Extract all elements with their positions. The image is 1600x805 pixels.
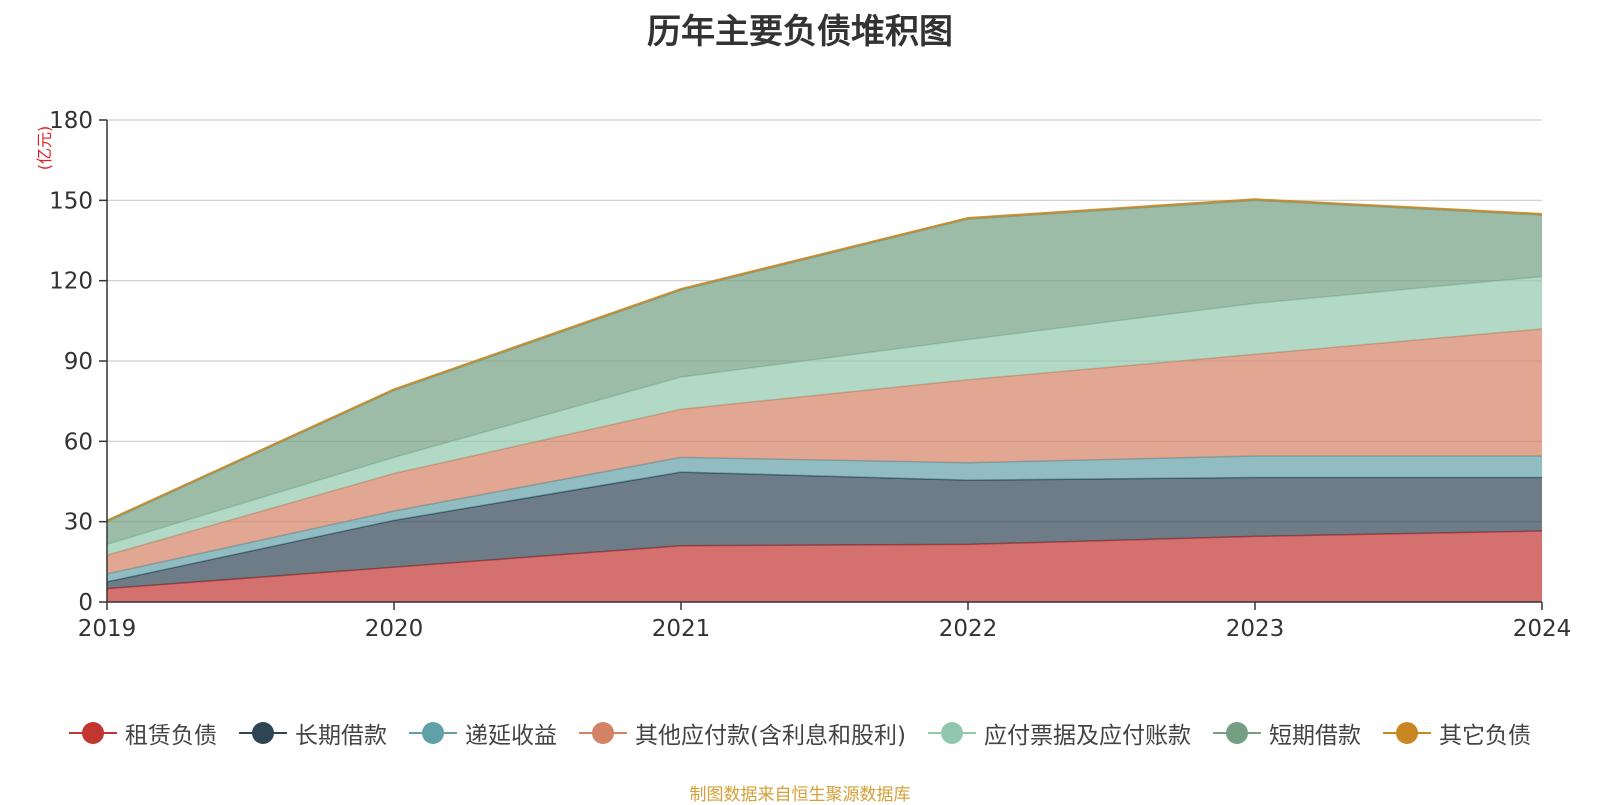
legend-label: 其它负债 [1438, 723, 1531, 749]
area-series-4 [107, 276, 1542, 556]
y-tick-label: 120 [49, 269, 93, 295]
legend-item-6[interactable]: 其它负债 [1382, 716, 1531, 750]
x-tick-label: 2021 [652, 616, 711, 642]
legend-marker [1212, 721, 1261, 745]
legend-item-3[interactable]: 其他应付款(含利息和股利) [579, 716, 906, 750]
series-line-6 [106, 198, 1543, 522]
legend-marker [927, 721, 976, 745]
legend-label: 短期借款 [1268, 723, 1361, 749]
stacked-areas [106, 198, 1543, 602]
legend-item-2[interactable]: 递延收益 [409, 716, 557, 750]
legend-item-4[interactable]: 应付票据及应付账款 [927, 716, 1191, 750]
area-series-1 [107, 472, 1542, 589]
x-tick-label: 2022 [939, 616, 998, 642]
legend-marker [579, 721, 628, 745]
y-tick-label: 90 [64, 349, 93, 375]
legend-item-0[interactable]: 租赁负债 [69, 716, 217, 750]
source-note: 制图数据来自恒生聚源数据库 [689, 785, 911, 805]
area-series-2 [107, 456, 1542, 582]
legend-marker [239, 721, 288, 745]
legend-item-5[interactable]: 短期借款 [1212, 716, 1361, 750]
x-tick-label: 2020 [365, 616, 424, 642]
legend-label: 长期借款 [295, 723, 388, 749]
area-series-0 [107, 531, 1542, 602]
chart-title: 历年主要负债堆积图 [647, 12, 953, 52]
legend-label: 其他应付款(含利息和股利) [635, 723, 906, 749]
y-tick-label: 180 [49, 108, 93, 134]
y-tick-label: 30 [64, 510, 93, 536]
legend-marker [409, 721, 458, 745]
x-tick-label: 2024 [1513, 616, 1572, 642]
y-tick-label: 0 [78, 590, 93, 616]
legend-item-1[interactable]: 长期借款 [239, 716, 387, 750]
area-series-5 [107, 200, 1542, 545]
legend-marker [1382, 721, 1431, 745]
series-line-4 [106, 275, 1543, 546]
chart-plot: 0 30 60 90 120 150 180 2019 2020 2021 2022 2023 2024… [35, 108, 1571, 642]
axes: 0 30 60 90 120 150 180 2019 2020 2021 2022 2023 2024 [49, 108, 1571, 642]
y-tick-label: 60 [64, 429, 93, 455]
legend-label: 租赁负债 [125, 723, 218, 749]
x-tick-label: 2023 [1226, 616, 1285, 642]
y-tick-label: 150 [49, 188, 93, 214]
legend: 租赁负债 长期借款 递延收益 其他应付款(含利息和股利) 应付票据及应付账款 短期借款 其它… [0, 716, 1600, 750]
legend-label: 递延收益 [465, 723, 558, 749]
area-series-3 [107, 328, 1542, 574]
legend-marker [69, 721, 118, 745]
legend-label: 应付票据及应付账款 [983, 723, 1191, 749]
y-axis-unit-label: (亿元) [35, 126, 54, 171]
x-tick-label: 2019 [78, 616, 137, 642]
